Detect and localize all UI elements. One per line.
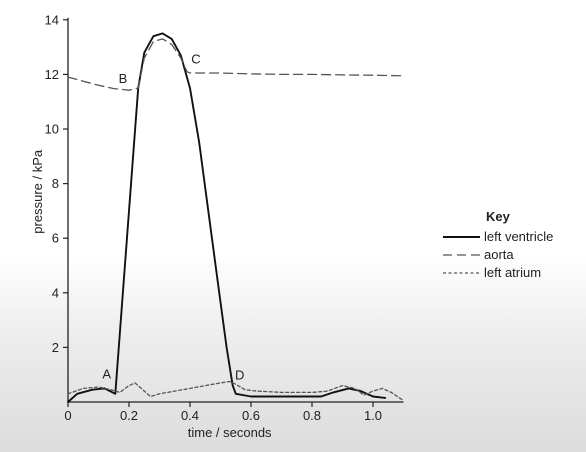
annotation-A: A [102,366,111,381]
y-tick-label: 12 [45,67,59,82]
legend: Key left ventricle aorta left atrium [443,209,553,280]
legend-title: Key [486,209,511,224]
annotations: A B C D [102,52,244,383]
annotation-D: D [235,368,244,383]
y-tick-label: 4 [52,285,59,300]
y-tick-label: 14 [45,12,59,27]
annotation-B: B [119,71,128,86]
x-tick-label: 0.8 [303,408,321,423]
y-tick-label: 6 [52,231,59,246]
y-ticks: 2 4 6 8 10 12 14 [45,12,68,355]
axes [67,17,404,403]
y-tick-label: 10 [45,122,59,137]
x-ticks: 0 0.2 0.4 0.6 0.8 1.0 [64,402,382,423]
legend-entry: left atrium [484,265,541,280]
x-tick-label: 0 [64,408,71,423]
legend-entry: aorta [484,247,514,262]
x-tick-label: 0.2 [120,408,138,423]
series-layer [67,32,405,403]
annotation-C: C [191,52,200,67]
x-axis-label: time / seconds [188,425,272,440]
x-tick-label: 0.4 [181,408,199,423]
y-tick-label: 2 [52,340,59,355]
y-tick-label: 8 [52,176,59,191]
x-tick-label: 1.0 [364,408,382,423]
series-left-atrium [67,380,405,402]
y-axis-label: pressure / kPa [30,149,45,234]
series-aorta [67,38,405,91]
series-left-ventricle [67,32,387,403]
legend-entry: left ventricle [484,229,553,244]
x-tick-label: 0.6 [242,408,260,423]
